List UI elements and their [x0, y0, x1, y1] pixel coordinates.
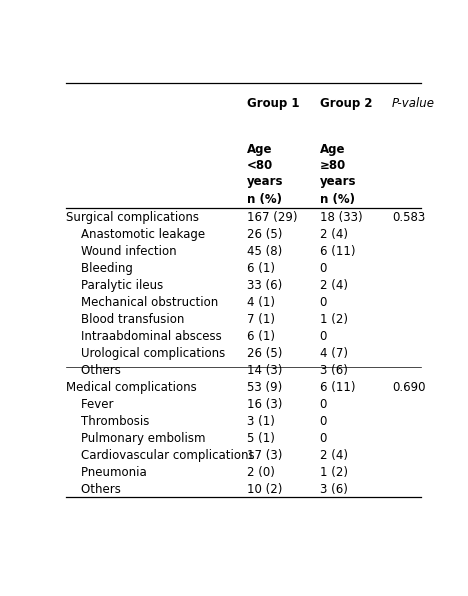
- Text: Others: Others: [66, 483, 121, 496]
- Text: Pulmonary embolism: Pulmonary embolism: [66, 432, 205, 445]
- Text: 0: 0: [320, 415, 327, 429]
- Text: Fever: Fever: [66, 398, 113, 411]
- Text: Thrombosis: Thrombosis: [66, 415, 149, 429]
- Text: Cardiovascular complications: Cardiovascular complications: [66, 449, 255, 462]
- Text: 0: 0: [320, 296, 327, 309]
- Text: 4 (1): 4 (1): [247, 296, 275, 309]
- Text: 0.583: 0.583: [392, 212, 425, 225]
- Text: n (%): n (%): [247, 193, 282, 206]
- Text: Age
<80
years: Age <80 years: [247, 142, 284, 188]
- Text: P-value: P-value: [392, 97, 435, 110]
- Text: 2 (4): 2 (4): [320, 228, 348, 241]
- Text: 0: 0: [320, 330, 327, 343]
- Text: 2 (0): 2 (0): [247, 466, 275, 479]
- Text: 2 (4): 2 (4): [320, 280, 348, 293]
- Text: Blood transfusion: Blood transfusion: [66, 313, 184, 327]
- Text: 0: 0: [320, 262, 327, 275]
- Text: 6 (11): 6 (11): [320, 246, 355, 259]
- Text: 6 (1): 6 (1): [247, 330, 275, 343]
- Text: 53 (9): 53 (9): [247, 381, 282, 395]
- Text: 5 (1): 5 (1): [247, 432, 275, 445]
- Text: Others: Others: [66, 364, 121, 377]
- Text: 6 (1): 6 (1): [247, 262, 275, 275]
- Text: Mechanical obstruction: Mechanical obstruction: [66, 296, 218, 309]
- Text: Wound infection: Wound infection: [66, 246, 176, 259]
- Text: 1 (2): 1 (2): [320, 313, 348, 327]
- Text: 17 (3): 17 (3): [247, 449, 283, 462]
- Text: 0: 0: [320, 398, 327, 411]
- Text: 18 (33): 18 (33): [320, 212, 362, 225]
- Text: 45 (8): 45 (8): [247, 246, 282, 259]
- Text: 26 (5): 26 (5): [247, 347, 283, 361]
- Text: 0.690: 0.690: [392, 381, 426, 395]
- Text: n (%): n (%): [320, 193, 355, 206]
- Text: Group 2: Group 2: [320, 97, 372, 110]
- Text: Paralytic ileus: Paralytic ileus: [66, 280, 163, 293]
- Text: Pneumonia: Pneumonia: [66, 466, 146, 479]
- Text: 10 (2): 10 (2): [247, 483, 283, 496]
- Text: Bleeding: Bleeding: [66, 262, 132, 275]
- Text: 3 (6): 3 (6): [320, 364, 348, 377]
- Text: 16 (3): 16 (3): [247, 398, 283, 411]
- Text: 14 (3): 14 (3): [247, 364, 283, 377]
- Text: 6 (11): 6 (11): [320, 381, 355, 395]
- Text: 3 (6): 3 (6): [320, 483, 348, 496]
- Text: 2 (4): 2 (4): [320, 449, 348, 462]
- Text: Medical complications: Medical complications: [66, 381, 197, 395]
- Text: 1 (2): 1 (2): [320, 466, 348, 479]
- Text: Anastomotic leakage: Anastomotic leakage: [66, 228, 205, 241]
- Text: 167 (29): 167 (29): [247, 212, 298, 225]
- Text: Intraabdominal abscess: Intraabdominal abscess: [66, 330, 221, 343]
- Text: 7 (1): 7 (1): [247, 313, 275, 327]
- Text: Age
≥80
years: Age ≥80 years: [320, 142, 356, 188]
- Text: 4 (7): 4 (7): [320, 347, 348, 361]
- Text: 3 (1): 3 (1): [247, 415, 275, 429]
- Text: Group 1: Group 1: [247, 97, 300, 110]
- Text: Surgical complications: Surgical complications: [66, 212, 199, 225]
- Text: 0: 0: [320, 432, 327, 445]
- Text: 26 (5): 26 (5): [247, 228, 283, 241]
- Text: 33 (6): 33 (6): [247, 280, 282, 293]
- Text: Urological complications: Urological complications: [66, 347, 225, 361]
